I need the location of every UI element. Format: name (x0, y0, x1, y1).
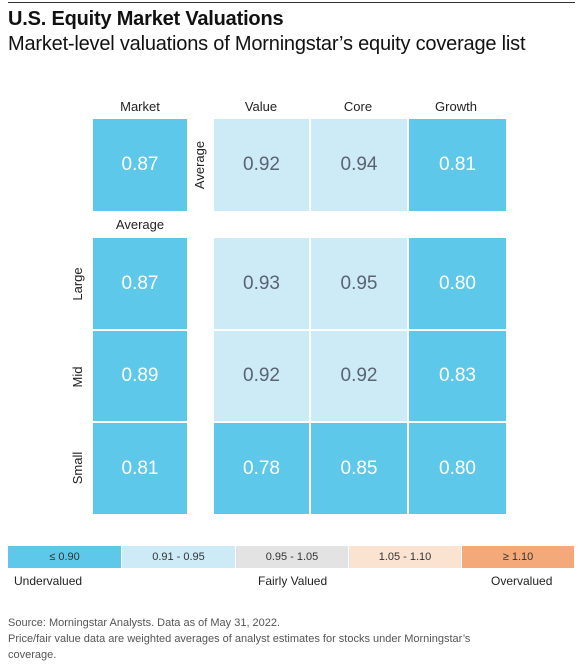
small-core-cell: 0.85 (311, 423, 407, 514)
column-header-core: Core (343, 99, 373, 114)
legend-bin-overvalued: ≥ 1.10 (462, 546, 574, 568)
mid-core-cell: 0.92 (311, 331, 407, 421)
large-market-cell: 0.87 (93, 238, 187, 329)
large-value-cell: 0.93 (214, 238, 309, 329)
core-average-cell: 0.94 (311, 119, 407, 211)
large-growth-cell: 0.80 (409, 238, 506, 329)
legend-word-undervalued: Undervalued (14, 574, 83, 588)
market-average-cell: 0.87 (93, 119, 187, 211)
small-market-cell: 0.81 (93, 423, 187, 514)
legend-bin-fair-low: 0.91 - 0.95 (122, 546, 235, 568)
mid-market-cell: 0.89 (93, 331, 187, 421)
chart-subtitle: Market-level valuations of Morningstar’s… (8, 33, 526, 55)
growth-average-cell: 0.81 (409, 119, 506, 211)
mid-value-cell: 0.92 (214, 331, 309, 421)
column-header-value: Value (244, 99, 278, 114)
legend-bin-fair-mid: 0.95 - 1.05 (236, 546, 348, 568)
chart-title: U.S. Equity Market Valuations (8, 8, 284, 30)
legend-word-overvalued: Overvalued (491, 574, 553, 588)
footnote-line-1: Price/fair value data are weighted avera… (8, 633, 471, 645)
mid-growth-cell: 0.83 (409, 331, 506, 421)
column-header-market: Market (120, 99, 160, 114)
row-label-large: Large (70, 267, 85, 301)
small-value-cell: 0.78 (214, 423, 309, 514)
small-growth-cell: 0.80 (409, 423, 506, 514)
footnote-line-2: coverage. (8, 649, 57, 661)
top-rule (8, 2, 575, 3)
legend-bin-undervalued: ≤ 0.90 (8, 546, 121, 568)
row-label-mid: Mid (70, 366, 85, 388)
value-average-cell: 0.92 (214, 119, 309, 211)
legend-word-fairly-valued: Fairly Valued (258, 574, 328, 588)
legend-bin-fair-high: 1.05 - 1.10 (349, 546, 461, 568)
row-label-average: Average (192, 140, 207, 190)
large-core-cell: 0.95 (311, 238, 407, 329)
column-header-growth: Growth (435, 99, 477, 114)
market-average-label: Average (115, 217, 165, 232)
row-label-small: Small (70, 451, 85, 485)
source-note: Source: Morningstar Analysts. Data as of… (8, 617, 281, 629)
